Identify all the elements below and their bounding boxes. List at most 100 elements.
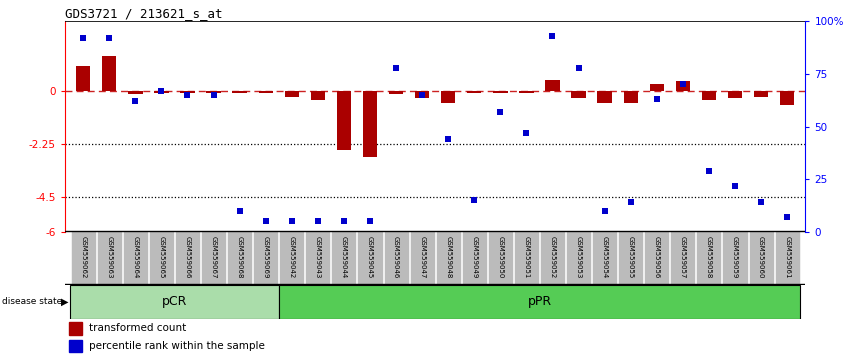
Bar — [696, 231, 721, 284]
Point — [702, 168, 716, 173]
Bar — [748, 231, 773, 284]
Point — [494, 109, 507, 115]
Text: GSM559057: GSM559057 — [680, 236, 686, 279]
Point — [285, 218, 299, 224]
Text: GSM559059: GSM559059 — [732, 236, 738, 279]
Text: GSM559046: GSM559046 — [393, 236, 399, 279]
Bar — [337, 91, 351, 150]
Point — [546, 33, 559, 39]
Bar — [436, 231, 461, 284]
Bar — [670, 231, 695, 284]
Bar — [644, 231, 669, 284]
Bar — [358, 231, 383, 284]
Text: GSM559055: GSM559055 — [628, 236, 634, 279]
Text: pPR: pPR — [527, 295, 552, 308]
Text: GSM559044: GSM559044 — [341, 236, 347, 279]
Text: GSM559064: GSM559064 — [132, 236, 139, 279]
Text: GSM559053: GSM559053 — [576, 236, 582, 279]
Point — [415, 92, 429, 98]
Text: GSM559048: GSM559048 — [445, 236, 451, 279]
Bar — [774, 231, 799, 284]
Bar — [384, 231, 409, 284]
Bar — [180, 91, 195, 93]
Bar — [566, 231, 591, 284]
Point — [233, 208, 247, 214]
Bar — [227, 231, 252, 284]
Bar — [598, 91, 611, 103]
Text: GSM559056: GSM559056 — [654, 236, 660, 279]
Text: GSM559050: GSM559050 — [497, 236, 503, 279]
Text: GSM559069: GSM559069 — [262, 236, 268, 279]
Text: GSM559068: GSM559068 — [236, 236, 242, 279]
Point — [520, 130, 533, 136]
Text: GSM559058: GSM559058 — [706, 236, 712, 279]
Text: pCR: pCR — [162, 295, 187, 308]
Point — [780, 214, 794, 220]
Bar — [467, 91, 481, 93]
Point — [676, 82, 690, 87]
Text: GSM559043: GSM559043 — [315, 236, 320, 279]
Point — [754, 200, 768, 205]
Text: GSM559047: GSM559047 — [419, 236, 425, 279]
Bar — [410, 231, 435, 284]
Point — [363, 218, 377, 224]
Bar — [123, 231, 148, 284]
Bar — [259, 91, 273, 93]
Point — [311, 218, 325, 224]
Bar — [71, 231, 96, 284]
Bar — [206, 91, 221, 93]
Text: disease state: disease state — [2, 297, 62, 306]
Point — [598, 208, 611, 214]
Bar — [514, 231, 539, 284]
Point — [207, 92, 221, 98]
Bar — [520, 91, 533, 93]
Bar — [701, 91, 716, 99]
Bar — [154, 91, 169, 93]
Bar — [279, 231, 304, 284]
Text: GSM559045: GSM559045 — [367, 236, 373, 279]
Point — [259, 218, 273, 224]
Bar — [332, 231, 357, 284]
Bar — [279, 285, 800, 319]
Bar — [97, 231, 122, 284]
Bar — [488, 231, 513, 284]
Bar — [754, 91, 768, 97]
Bar — [546, 80, 559, 91]
Text: GSM559066: GSM559066 — [184, 236, 191, 279]
Bar — [102, 56, 116, 91]
Point — [624, 200, 637, 205]
Point — [468, 198, 481, 203]
Text: GSM559042: GSM559042 — [288, 236, 294, 279]
Bar — [650, 85, 664, 91]
Text: percentile rank within the sample: percentile rank within the sample — [88, 341, 264, 351]
Bar — [70, 285, 279, 319]
Text: GSM559061: GSM559061 — [784, 236, 790, 279]
Bar — [592, 231, 617, 284]
Bar — [618, 231, 643, 284]
Text: GSM559065: GSM559065 — [158, 236, 165, 279]
Bar — [175, 231, 200, 284]
Bar — [624, 91, 638, 103]
Bar — [68, 340, 82, 352]
Bar — [722, 231, 747, 284]
Text: GSM559052: GSM559052 — [550, 236, 555, 279]
Point — [102, 35, 116, 41]
Point — [180, 92, 194, 98]
Text: GSM559062: GSM559062 — [81, 236, 87, 279]
Point — [76, 35, 90, 41]
Bar — [675, 81, 690, 91]
Bar — [68, 322, 82, 335]
Bar — [311, 91, 325, 99]
Bar — [780, 91, 794, 105]
Bar — [493, 91, 507, 93]
Text: GSM559051: GSM559051 — [523, 236, 529, 279]
Point — [442, 136, 456, 142]
Bar — [727, 91, 742, 98]
Text: GSM559049: GSM559049 — [471, 236, 477, 279]
Point — [650, 96, 663, 102]
Bar — [306, 231, 330, 284]
Text: GSM559060: GSM559060 — [758, 236, 764, 279]
Bar — [201, 231, 226, 284]
Bar — [389, 91, 404, 94]
Bar — [149, 231, 174, 284]
